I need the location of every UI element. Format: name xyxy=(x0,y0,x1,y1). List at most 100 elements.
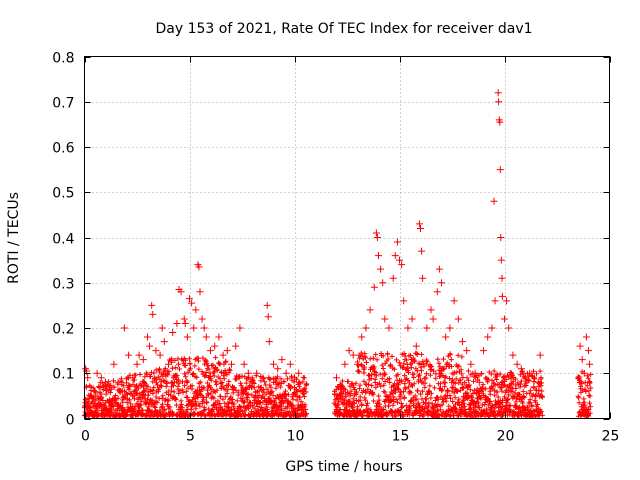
data-point-dense xyxy=(585,375,591,381)
data-point-dense xyxy=(335,402,341,408)
data-point-dense xyxy=(370,391,376,397)
data-point-dense xyxy=(231,401,237,407)
data-point-dense xyxy=(447,352,453,358)
data-point-dense xyxy=(362,351,368,357)
data-point-dense xyxy=(431,368,437,374)
data-point-dense xyxy=(175,383,181,389)
data-point-dense xyxy=(218,381,224,387)
data-point-dense xyxy=(440,356,446,362)
data-point-dense xyxy=(538,375,544,381)
data-point xyxy=(202,333,210,341)
data-point xyxy=(366,306,374,314)
data-point-dense xyxy=(411,371,417,377)
data-point-dense xyxy=(239,408,245,414)
data-point-dense xyxy=(372,376,378,382)
data-point-dense xyxy=(521,394,527,400)
data-point-dense xyxy=(392,389,398,395)
data-point xyxy=(372,229,380,237)
data-point-dense xyxy=(182,371,188,377)
data-point-dense xyxy=(494,389,500,395)
data-point-dense xyxy=(218,393,224,399)
data-point-dense xyxy=(183,374,189,380)
data-point-dense xyxy=(428,364,434,370)
data-point-dense xyxy=(455,352,461,358)
data-point-dense xyxy=(150,388,156,394)
data-point-dense xyxy=(338,393,344,399)
data-point-dense xyxy=(519,368,525,374)
data-point-dense xyxy=(171,383,177,389)
data-point-dense xyxy=(203,358,209,364)
data-point xyxy=(408,315,416,323)
data-point-dense xyxy=(155,388,161,394)
data-point-dense xyxy=(202,361,208,367)
data-point-dense xyxy=(246,406,252,412)
data-point-dense xyxy=(476,404,482,410)
data-point-dense xyxy=(374,357,380,363)
data-point-dense xyxy=(428,395,434,401)
data-point-dense xyxy=(304,381,310,387)
y-axis-label: ROTI / TECUs xyxy=(6,192,22,284)
data-point-dense xyxy=(489,383,495,389)
data-point-dense xyxy=(502,382,508,388)
data-point-dense xyxy=(165,372,171,378)
data-point-dense xyxy=(145,384,151,390)
data-point xyxy=(381,315,389,323)
data-point-dense xyxy=(121,383,127,389)
data-point-dense xyxy=(244,386,250,392)
data-point xyxy=(580,369,588,377)
data-point-dense xyxy=(442,383,448,389)
data-point-dense xyxy=(159,383,165,389)
data-point-dense xyxy=(124,380,130,386)
data-point-dense xyxy=(405,369,411,375)
data-point xyxy=(198,315,206,323)
data-point-dense xyxy=(107,390,113,396)
data-point-dense xyxy=(538,408,544,414)
data-point-dense xyxy=(255,407,261,413)
y-tick-label: 0.5 xyxy=(52,186,74,202)
data-point-dense xyxy=(587,404,593,410)
data-point-dense xyxy=(402,373,408,379)
data-point-dense xyxy=(525,404,531,410)
data-point-dense xyxy=(427,372,433,378)
data-point-dense xyxy=(485,376,491,382)
data-point-dense xyxy=(183,363,189,369)
data-point-dense xyxy=(471,378,477,384)
data-point xyxy=(160,338,168,346)
data-point-dense xyxy=(511,409,517,415)
data-point-dense xyxy=(582,380,588,386)
data-point-dense xyxy=(221,376,227,382)
data-point-dense xyxy=(241,399,247,405)
data-point xyxy=(146,342,154,350)
data-point-dense xyxy=(379,362,385,368)
data-point-dense xyxy=(376,401,382,407)
data-point-dense xyxy=(466,383,472,389)
data-point-dense xyxy=(460,385,466,391)
data-point xyxy=(84,374,92,382)
data-point-dense xyxy=(446,403,452,409)
data-point-dense xyxy=(195,395,201,401)
data-point-dense xyxy=(527,397,533,403)
data-point xyxy=(129,374,137,382)
data-point-dense xyxy=(245,395,251,401)
data-point xyxy=(183,333,191,341)
data-point-dense xyxy=(195,355,201,361)
data-point-dense xyxy=(301,394,307,400)
data-point-dense xyxy=(446,375,452,381)
data-point-dense xyxy=(141,389,147,395)
data-point-dense xyxy=(301,375,307,381)
data-point-dense xyxy=(144,372,150,378)
data-point-dense xyxy=(292,407,298,413)
data-point-dense xyxy=(587,379,593,385)
plot-frame xyxy=(84,56,610,419)
data-point-dense xyxy=(452,380,458,386)
data-point-dense xyxy=(503,376,509,382)
data-point-dense xyxy=(418,362,424,368)
data-point-dense xyxy=(423,401,429,407)
data-point xyxy=(341,360,349,368)
data-point-dense xyxy=(399,405,405,411)
data-point-dense xyxy=(194,374,200,380)
data-point xyxy=(513,360,521,368)
data-point-dense xyxy=(168,388,174,394)
data-point xyxy=(337,383,345,391)
data-point xyxy=(265,338,273,346)
